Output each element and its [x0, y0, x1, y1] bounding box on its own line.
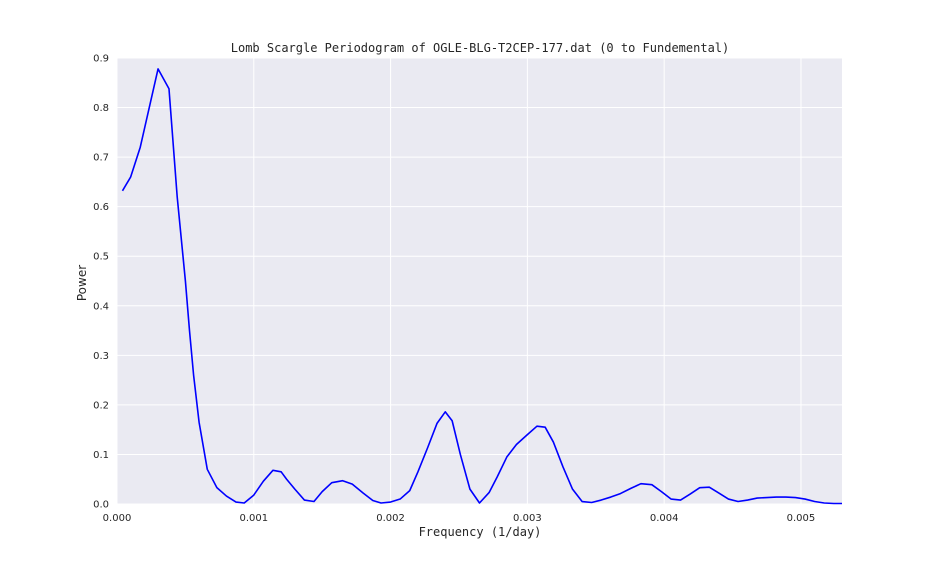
y-tick-label: 0.7 [93, 153, 109, 164]
y-tick-label: 0.1 [93, 450, 109, 461]
x-tick-label: 0.004 [650, 513, 679, 524]
y-tick-label: 0.3 [93, 351, 109, 362]
plot-background [117, 58, 842, 504]
y-tick-label: 0.2 [93, 400, 109, 411]
y-tick-labels: 0.0 0.1 0.2 0.3 0.4 0.5 0.6 0.7 0.8 0.9 [93, 54, 109, 511]
grid [116, 57, 842, 505]
x-tick-labels: 0.000 0.001 0.002 0.003 0.004 0.005 [103, 513, 816, 524]
y-tick-label: 0.5 [93, 252, 109, 263]
chart-title: Lomb Scargle Periodogram of OGLE-BLG-T2C… [231, 41, 730, 55]
y-tick-label: 0.0 [93, 500, 109, 511]
x-tick-label: 0.005 [787, 513, 816, 524]
y-tick-label: 0.9 [93, 54, 109, 65]
x-tick-label: 0.000 [103, 513, 132, 524]
y-tick-label: 0.8 [93, 103, 109, 114]
x-tick-label: 0.001 [239, 513, 268, 524]
y-axis-label: Power [75, 265, 89, 301]
y-tick-label: 0.6 [93, 202, 109, 213]
power-series-line [121, 68, 842, 505]
x-tick-label: 0.002 [376, 513, 405, 524]
y-tick-label: 0.4 [93, 301, 109, 312]
x-tick-label: 0.003 [513, 513, 542, 524]
x-axis-label: Frequency (1/day) [419, 525, 542, 539]
